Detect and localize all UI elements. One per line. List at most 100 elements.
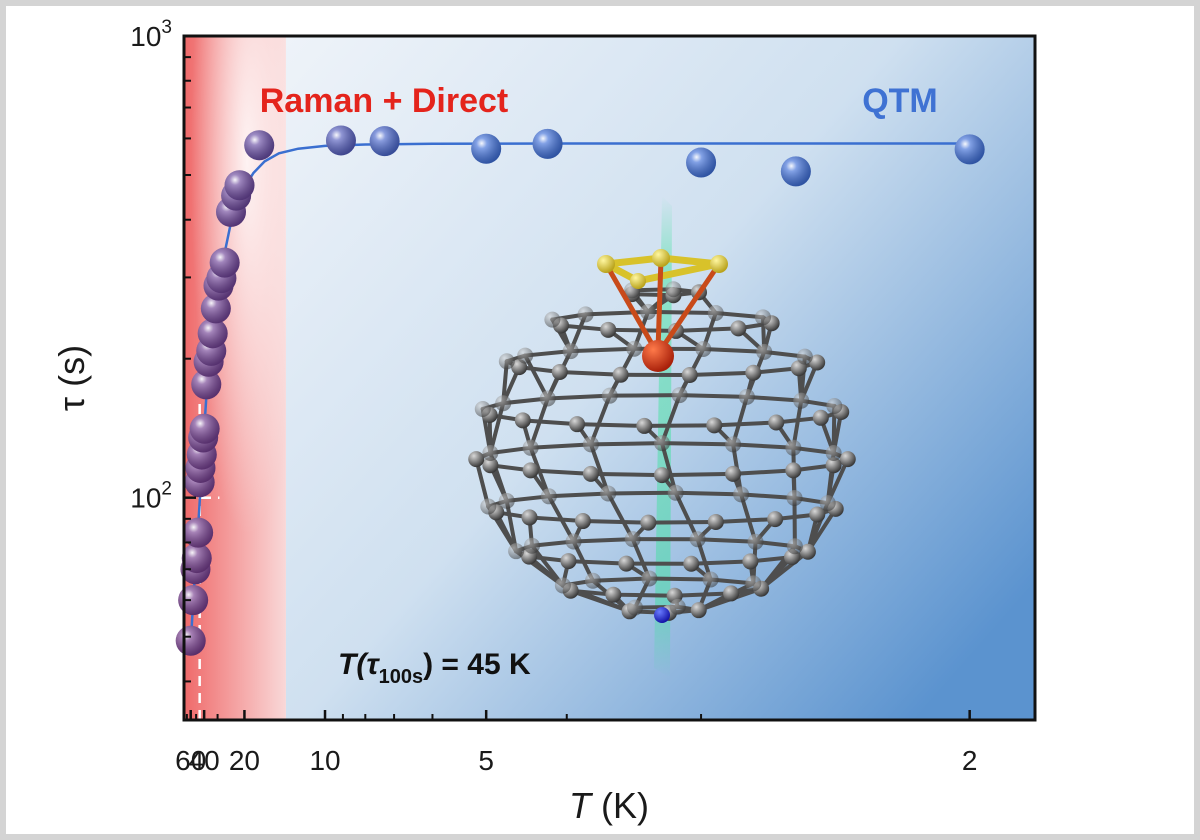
cage-bond bbox=[660, 441, 736, 447]
cage-atom bbox=[793, 392, 810, 409]
cage-atom bbox=[498, 492, 515, 509]
cage-atom bbox=[812, 409, 829, 426]
cage-atom bbox=[683, 555, 700, 572]
annotation-subscript: 100s bbox=[379, 666, 424, 688]
cage-atom bbox=[551, 363, 568, 380]
cage-atom bbox=[560, 553, 577, 570]
cage-bond bbox=[488, 401, 506, 455]
cage-atom bbox=[544, 311, 561, 328]
x-axis-title: T (K) bbox=[569, 785, 649, 826]
cage-atom bbox=[482, 444, 499, 461]
cage-atom bbox=[707, 304, 724, 321]
cage-atom bbox=[562, 343, 579, 360]
cage-atom bbox=[742, 553, 759, 570]
cage-atom bbox=[809, 506, 826, 523]
y-axis-ticks: 102 103 bbox=[130, 17, 196, 683]
nitrogen-atom bbox=[654, 607, 670, 623]
cage-atom bbox=[702, 571, 719, 588]
cage-atom bbox=[569, 416, 586, 433]
x-tick-label: 5 bbox=[478, 745, 494, 776]
cage-bond bbox=[731, 468, 796, 476]
data-point bbox=[189, 413, 220, 444]
cage-atom bbox=[671, 387, 688, 404]
cage-atom bbox=[819, 495, 836, 512]
data-point bbox=[954, 134, 985, 165]
cage-bond bbox=[677, 393, 749, 399]
data-point bbox=[175, 625, 206, 656]
cage-atom bbox=[707, 513, 724, 530]
data-point bbox=[532, 128, 563, 159]
cage-bond bbox=[528, 396, 550, 450]
cage-bond bbox=[647, 576, 713, 582]
threshold-annotation: T(τ100s) = 45 K bbox=[338, 648, 531, 688]
raman-direct-label: Raman + Direct bbox=[260, 82, 509, 120]
cage-bond bbox=[588, 393, 612, 447]
cage-bond bbox=[731, 394, 749, 447]
plot-frame bbox=[182, 34, 1037, 722]
data-point bbox=[780, 156, 811, 187]
cage-bond bbox=[571, 537, 635, 544]
y-axis-title: τ (s) bbox=[51, 345, 92, 411]
cage-bond bbox=[642, 423, 717, 428]
cage-atom bbox=[745, 364, 762, 381]
cage-atom bbox=[706, 417, 723, 434]
cage-atom bbox=[785, 439, 802, 456]
x-axis-symbol: T bbox=[569, 785, 594, 826]
cage-atom bbox=[786, 538, 803, 555]
cage-atom bbox=[574, 513, 591, 530]
cage-atom bbox=[725, 465, 742, 482]
cage-atom bbox=[768, 414, 785, 431]
cage-bond bbox=[739, 492, 797, 500]
cage-atom bbox=[582, 436, 599, 453]
cage-atom bbox=[612, 366, 629, 383]
y-tick-label: 103 bbox=[130, 17, 172, 52]
cage-bond bbox=[825, 457, 850, 506]
cage-atom bbox=[521, 509, 538, 526]
cage-bond bbox=[607, 393, 682, 398]
cage-atom bbox=[565, 533, 582, 550]
cage-atom bbox=[522, 462, 539, 479]
cage-bond bbox=[520, 418, 580, 427]
cage-bond bbox=[646, 519, 718, 525]
data-point bbox=[178, 585, 209, 616]
cage-atom bbox=[482, 457, 499, 474]
cage-bond bbox=[504, 498, 519, 554]
qtm-label: QTM bbox=[862, 82, 938, 120]
cage-bond bbox=[545, 393, 612, 401]
cage-atom bbox=[756, 343, 773, 360]
data-point bbox=[471, 133, 502, 164]
y-tick-label: 102 bbox=[130, 479, 172, 514]
metal-atom bbox=[597, 255, 615, 273]
cage-atom bbox=[669, 598, 686, 615]
cage-bond bbox=[687, 370, 756, 378]
x-axis-unit: (K) bbox=[601, 785, 649, 826]
cage-bond bbox=[523, 353, 550, 401]
cage-atom bbox=[689, 531, 706, 548]
x-tick-label: 2 bbox=[962, 745, 978, 776]
cage-atom bbox=[667, 484, 684, 501]
cage-atom bbox=[690, 602, 707, 619]
cage-atom bbox=[584, 572, 601, 589]
cage-atom bbox=[498, 353, 515, 370]
cage-bond bbox=[660, 393, 682, 446]
cage-bond bbox=[744, 394, 804, 403]
cage-atom bbox=[474, 400, 491, 417]
metal-cluster bbox=[597, 249, 728, 372]
cage-atom bbox=[600, 485, 617, 502]
cage-bond bbox=[546, 494, 576, 544]
cage-bond bbox=[568, 346, 637, 354]
x-tick-label: 40 bbox=[189, 745, 220, 776]
cage-atom bbox=[767, 511, 784, 528]
cage-bond bbox=[557, 369, 623, 377]
annotation-tau: τ bbox=[366, 648, 380, 681]
cage-bond bbox=[583, 309, 651, 317]
cage-bond bbox=[566, 559, 629, 566]
annotation-prefix: T( bbox=[338, 648, 369, 681]
cage-bond bbox=[713, 517, 778, 524]
cage-bond bbox=[580, 519, 651, 525]
cage-bond bbox=[660, 441, 678, 495]
cage-atom bbox=[723, 585, 740, 602]
